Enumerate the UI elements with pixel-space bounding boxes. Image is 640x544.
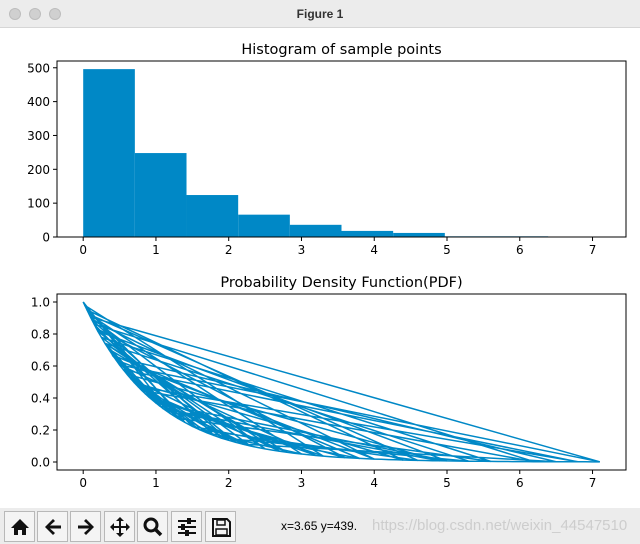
chart-title: Probability Density Function(PDF) bbox=[220, 275, 462, 291]
x-tick-label: 7 bbox=[589, 243, 597, 257]
x-tick-label: 4 bbox=[370, 243, 378, 257]
x-tick-label: 6 bbox=[516, 476, 524, 490]
back-button[interactable] bbox=[37, 511, 68, 542]
figure-canvas: 0 1 2 3 4 5 6 7 0 100 200 300 400 500 Histogram of sam… bbox=[27, 42, 627, 490]
x-tick-label: 3 bbox=[298, 243, 306, 257]
pdf-envelope-line bbox=[82, 301, 600, 463]
floppy-disk-icon bbox=[211, 517, 231, 537]
axes-frame bbox=[56, 60, 627, 238]
x-tick-label: 5 bbox=[443, 476, 451, 490]
cursor-coordinates: x=3.65 y=439. bbox=[281, 519, 358, 533]
y-tick-label: 200 bbox=[27, 163, 50, 177]
histogram-bar bbox=[289, 224, 342, 237]
histogram-bar bbox=[134, 153, 187, 237]
zoom-button[interactable] bbox=[137, 511, 168, 542]
x-tick-label: 0 bbox=[79, 243, 87, 257]
minimize-window-button[interactable] bbox=[29, 8, 41, 20]
x-tick-label: 7 bbox=[589, 476, 597, 490]
y-tick-label: 0.8 bbox=[31, 328, 50, 342]
histogram-axes bbox=[53, 60, 627, 241]
chart-title: Histogram of sample points bbox=[241, 42, 441, 58]
x-tick-label: 1 bbox=[152, 243, 160, 257]
y-tick-label: 0.2 bbox=[31, 424, 50, 438]
x-tick-label: 5 bbox=[443, 243, 451, 257]
pdf-axes bbox=[53, 293, 627, 474]
x-tick-label: 1 bbox=[152, 476, 160, 490]
pan-button[interactable] bbox=[104, 511, 135, 542]
pdf-line bbox=[82, 301, 601, 463]
x-tick-label: 4 bbox=[370, 476, 378, 490]
y-tick-label: 500 bbox=[27, 61, 50, 75]
y-tick-label: 300 bbox=[27, 129, 50, 143]
home-button[interactable] bbox=[4, 511, 35, 542]
axes-frame bbox=[56, 293, 627, 471]
window-title: Figure 1 bbox=[296, 7, 344, 21]
x-tick-label: 2 bbox=[225, 243, 233, 257]
histogram-bar bbox=[238, 214, 290, 237]
histogram-bar bbox=[83, 69, 135, 237]
navigation-toolbar: x=3.65 y=439. https://blog.csdn.net/weix… bbox=[0, 508, 640, 544]
y-tick-label: 0.6 bbox=[31, 360, 50, 374]
watermark: https://blog.csdn.net/weixin_44547510 bbox=[372, 517, 628, 534]
histogram-bar bbox=[341, 230, 394, 237]
y-tick-label: 0.4 bbox=[31, 392, 50, 406]
zoom-window-button[interactable] bbox=[49, 8, 61, 20]
y-tick-label: 100 bbox=[27, 197, 50, 211]
x-tick-label: 0 bbox=[79, 476, 87, 490]
move-icon bbox=[109, 516, 130, 537]
y-tick-label: 0 bbox=[42, 231, 50, 245]
close-window-button[interactable] bbox=[9, 8, 21, 20]
window-titlebar: Figure 1 bbox=[0, 0, 640, 28]
y-tick-label: 0.0 bbox=[31, 456, 50, 470]
magnifier-icon bbox=[143, 517, 162, 536]
configure-subplots-button[interactable] bbox=[171, 511, 202, 542]
x-tick-label: 6 bbox=[516, 243, 524, 257]
x-tick-label: 2 bbox=[225, 476, 233, 490]
arrow-right-icon bbox=[77, 518, 94, 535]
histogram-bar bbox=[186, 195, 239, 237]
y-tick-label: 400 bbox=[27, 95, 50, 109]
x-tick-label: 3 bbox=[298, 476, 306, 490]
sliders-icon bbox=[177, 517, 196, 536]
arrow-left-icon bbox=[44, 518, 61, 535]
forward-button[interactable] bbox=[70, 511, 101, 542]
histogram-bar bbox=[393, 232, 445, 237]
home-icon bbox=[10, 518, 29, 535]
save-button[interactable] bbox=[205, 511, 236, 542]
y-tick-label: 1.0 bbox=[31, 296, 50, 310]
